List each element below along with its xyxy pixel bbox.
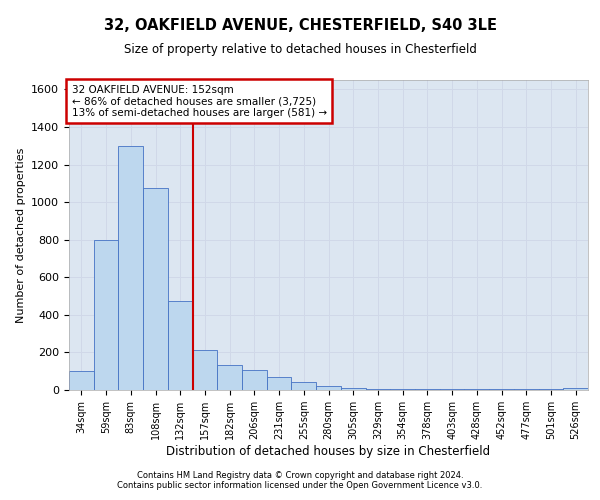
Bar bbox=[341, 388, 365, 390]
Bar bbox=[292, 382, 316, 390]
Bar bbox=[464, 389, 489, 390]
Bar bbox=[514, 389, 539, 390]
Bar bbox=[217, 364, 242, 390]
Bar bbox=[267, 377, 292, 390]
Bar bbox=[365, 389, 390, 390]
Bar bbox=[143, 188, 168, 390]
Bar bbox=[193, 350, 217, 390]
Bar bbox=[94, 240, 118, 390]
Text: Size of property relative to detached houses in Chesterfield: Size of property relative to detached ho… bbox=[124, 42, 476, 56]
Text: 32, OAKFIELD AVENUE, CHESTERFIELD, S40 3LE: 32, OAKFIELD AVENUE, CHESTERFIELD, S40 3… bbox=[104, 18, 497, 32]
Bar bbox=[489, 389, 514, 390]
Bar bbox=[168, 301, 193, 390]
Bar bbox=[440, 389, 464, 390]
Bar bbox=[69, 371, 94, 390]
Bar bbox=[415, 389, 440, 390]
Text: 32 OAKFIELD AVENUE: 152sqm
← 86% of detached houses are smaller (3,725)
13% of s: 32 OAKFIELD AVENUE: 152sqm ← 86% of deta… bbox=[71, 84, 327, 118]
Bar bbox=[563, 388, 588, 390]
Bar bbox=[118, 146, 143, 390]
Bar bbox=[539, 389, 563, 390]
Bar bbox=[316, 386, 341, 390]
Text: Contains HM Land Registry data © Crown copyright and database right 2024.
Contai: Contains HM Land Registry data © Crown c… bbox=[118, 470, 482, 490]
Bar bbox=[390, 389, 415, 390]
Bar bbox=[242, 370, 267, 390]
Y-axis label: Number of detached properties: Number of detached properties bbox=[16, 148, 26, 322]
X-axis label: Distribution of detached houses by size in Chesterfield: Distribution of detached houses by size … bbox=[166, 445, 491, 458]
